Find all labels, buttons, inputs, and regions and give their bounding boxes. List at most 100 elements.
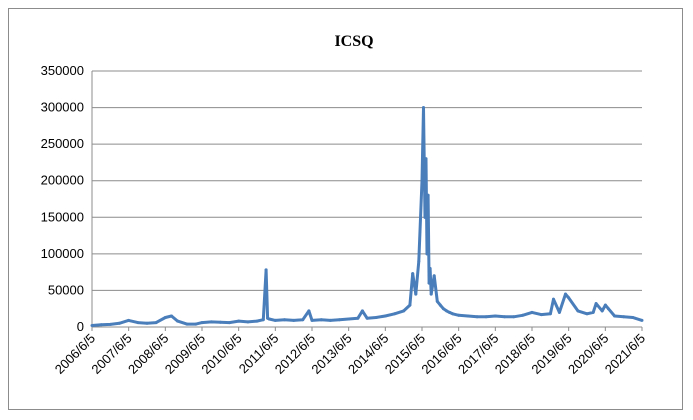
data-point [603, 303, 607, 307]
data-point [414, 292, 418, 296]
data-point [427, 281, 431, 285]
data-point [310, 318, 314, 322]
data-point [185, 322, 189, 326]
y-tick-labels: 0 50000 100000 150000 200000 250000 300000 3500… [41, 63, 84, 334]
y-tick-label: 200000 [41, 173, 84, 188]
y-tick-label: 100000 [41, 246, 84, 261]
data-point [383, 314, 387, 318]
data-point [428, 267, 432, 270]
x-tick-labels: 2006/6/52007/6/52008/6/52009/6/52010/6/5… [52, 327, 648, 377]
data-point [585, 312, 589, 316]
axes [91, 71, 642, 328]
data-point [466, 314, 470, 318]
data-point [423, 215, 427, 219]
data-point [622, 315, 626, 319]
data-point [503, 315, 507, 319]
data-point [613, 314, 617, 318]
data-point [548, 312, 552, 316]
data-point [337, 318, 341, 322]
data-point [594, 302, 598, 306]
y-tick-label: 50000 [48, 282, 84, 297]
data-point [267, 317, 271, 321]
y-tick-label: 250000 [41, 136, 84, 151]
data-point [484, 315, 488, 319]
data-point [163, 316, 167, 319]
data-point [521, 313, 525, 317]
data-point [218, 320, 222, 324]
series [90, 106, 644, 327]
data-point [393, 312, 397, 316]
data-point [530, 310, 534, 314]
data-point [200, 321, 204, 325]
x-tick-label: 2010/6/5 [198, 331, 244, 377]
line-chart: ICSQ 0 50000 100000 150000 200000 250000 30000… [41, 33, 649, 377]
data-point [606, 307, 610, 311]
data-point [420, 179, 424, 183]
data-point [127, 318, 131, 322]
data-point [237, 319, 241, 323]
data-point [283, 318, 286, 322]
data-point [429, 292, 433, 296]
y-tick-label: 0 [77, 319, 84, 334]
data-point [176, 319, 180, 323]
data-point [432, 274, 436, 278]
data-point [493, 314, 497, 318]
data-point [246, 320, 250, 324]
data-point [301, 318, 305, 322]
data-point [136, 321, 140, 325]
data-point [539, 313, 543, 317]
data-point [264, 268, 268, 272]
data-point [292, 318, 296, 322]
data-point [600, 309, 604, 313]
chart-title: ICSQ [334, 33, 373, 50]
data-point [194, 322, 198, 326]
data-point [448, 310, 451, 314]
data-point [209, 320, 213, 324]
series-line-0 [91, 106, 643, 327]
y-tick-label: 300000 [41, 100, 84, 115]
data-point [438, 303, 442, 307]
data-point [422, 106, 425, 110]
data-point [552, 297, 555, 301]
data-point [273, 318, 277, 322]
data-point [640, 318, 644, 322]
data-point [567, 296, 571, 300]
data-point [356, 316, 360, 320]
data-point [99, 323, 103, 327]
data-point [328, 318, 332, 322]
data-point [374, 316, 378, 319]
data-point [441, 307, 445, 311]
data-point [408, 303, 412, 307]
data-point [255, 319, 259, 323]
data-point [631, 316, 635, 319]
data-point [475, 315, 479, 319]
x-tick-label: 2021/6/5 [602, 331, 648, 377]
data-point [591, 310, 595, 314]
data-point [307, 309, 311, 313]
data-point [365, 316, 369, 320]
data-point [145, 321, 149, 325]
data-point [90, 324, 94, 327]
data-point [417, 259, 421, 263]
data-point [451, 312, 455, 316]
gridlines [92, 70, 642, 291]
data-point [360, 309, 364, 313]
data-point [117, 321, 121, 325]
data-point [425, 252, 429, 256]
y-tick-label: 150000 [41, 209, 84, 224]
data-point [261, 318, 265, 322]
data-point [512, 315, 516, 319]
data-point [435, 299, 439, 303]
data-point [426, 193, 430, 197]
data-point [564, 292, 567, 296]
data-point [227, 321, 231, 325]
y-tick-label: 350000 [41, 63, 84, 78]
data-point [154, 321, 158, 325]
data-point [402, 309, 406, 313]
data-point [445, 309, 449, 313]
data-point [457, 313, 461, 317]
data-point [108, 322, 112, 326]
chart-frame: ICSQ 0 50000 100000 150000 200000 250000 30000… [8, 8, 683, 410]
data-point [347, 317, 351, 321]
data-point [411, 272, 415, 276]
